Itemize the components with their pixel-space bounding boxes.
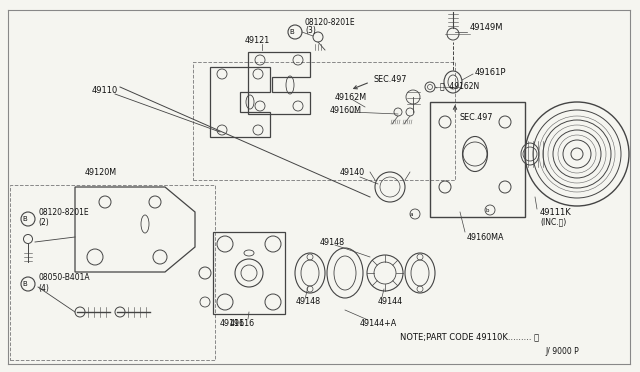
Text: 49161P: 49161P <box>475 67 506 77</box>
Text: NOTE;PART CODE 49110K......... ⓐ: NOTE;PART CODE 49110K......... ⓐ <box>400 333 539 341</box>
Text: SEC.497: SEC.497 <box>374 74 408 83</box>
Text: (4): (4) <box>38 283 49 292</box>
Text: a: a <box>409 212 413 217</box>
Text: 49162M: 49162M <box>335 93 367 102</box>
Text: 49149M: 49149M <box>470 22 504 32</box>
Text: 08120-8201E: 08120-8201E <box>38 208 88 217</box>
Text: 49160MA: 49160MA <box>467 232 504 241</box>
Text: ⓐ  49162N: ⓐ 49162N <box>440 81 479 90</box>
Text: 49116: 49116 <box>220 320 245 328</box>
Text: 49111K: 49111K <box>540 208 572 217</box>
Text: J/ 9000 P: J/ 9000 P <box>545 347 579 356</box>
Text: 49121: 49121 <box>245 35 270 45</box>
Text: 49148: 49148 <box>296 298 321 307</box>
Text: (3): (3) <box>305 26 316 35</box>
Text: B: B <box>22 216 27 222</box>
Text: 49144: 49144 <box>378 298 403 307</box>
Text: b: b <box>485 208 489 212</box>
Text: 49110: 49110 <box>92 86 118 94</box>
Text: (INC.ⓑ): (INC.ⓑ) <box>540 218 566 227</box>
Text: 49148: 49148 <box>320 237 345 247</box>
Text: 49160M: 49160M <box>330 106 362 115</box>
Text: 08120-8201E: 08120-8201E <box>305 17 356 26</box>
Text: 49116: 49116 <box>230 320 255 328</box>
Text: B: B <box>22 281 27 287</box>
Text: 49140: 49140 <box>340 167 365 176</box>
Bar <box>213 232 285 314</box>
Bar <box>430 102 525 217</box>
Text: B: B <box>290 29 294 35</box>
Text: SEC.497: SEC.497 <box>460 112 493 122</box>
Text: 49144+A: 49144+A <box>360 320 397 328</box>
Text: 08050-B401A: 08050-B401A <box>38 273 90 282</box>
Text: 49120M: 49120M <box>85 167 117 176</box>
Text: (2): (2) <box>38 218 49 227</box>
